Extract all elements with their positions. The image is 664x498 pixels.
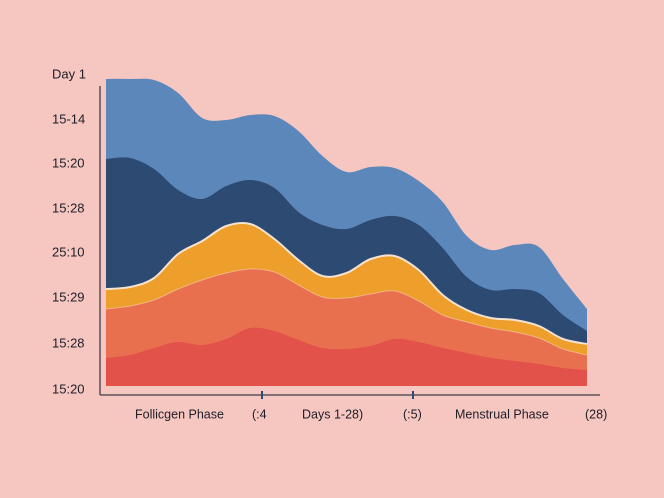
y-tick-label: 15:29	[52, 289, 85, 304]
x-tick-labels: Follicgen Phase (:4 Days 1-28) (:5) Menstrua…	[135, 407, 607, 421]
x-tick-label: Menstrual Phase	[455, 407, 549, 421]
y-tick-label: 15:28	[52, 335, 85, 350]
y-tick-label: Day 1	[52, 66, 86, 81]
x-tick-label: Follicgen Phase	[135, 407, 224, 421]
area-series-5	[106, 327, 587, 386]
y-tick-labels: Day 1 15-14 15:20 15:28 25:10 15:29 15:28 15:20	[52, 66, 86, 396]
area-series-3-edge	[105, 221, 588, 345]
y-tick-label: 25:10	[52, 244, 85, 259]
y-tick-label: 15:28	[52, 200, 85, 215]
y-tick-label: 15-14	[52, 111, 85, 126]
x-tick-label: (:5)	[403, 407, 422, 421]
y-tick-label: 15:20	[52, 155, 85, 170]
x-tick-label: (:4	[252, 407, 267, 421]
y-tick-label: 15:20	[52, 381, 85, 396]
x-tick-label: Days 1-28)	[302, 407, 363, 421]
x-tick-label: (28)	[585, 407, 607, 421]
chart-areas	[105, 78, 588, 387]
area-series-4-edge	[105, 268, 588, 356]
